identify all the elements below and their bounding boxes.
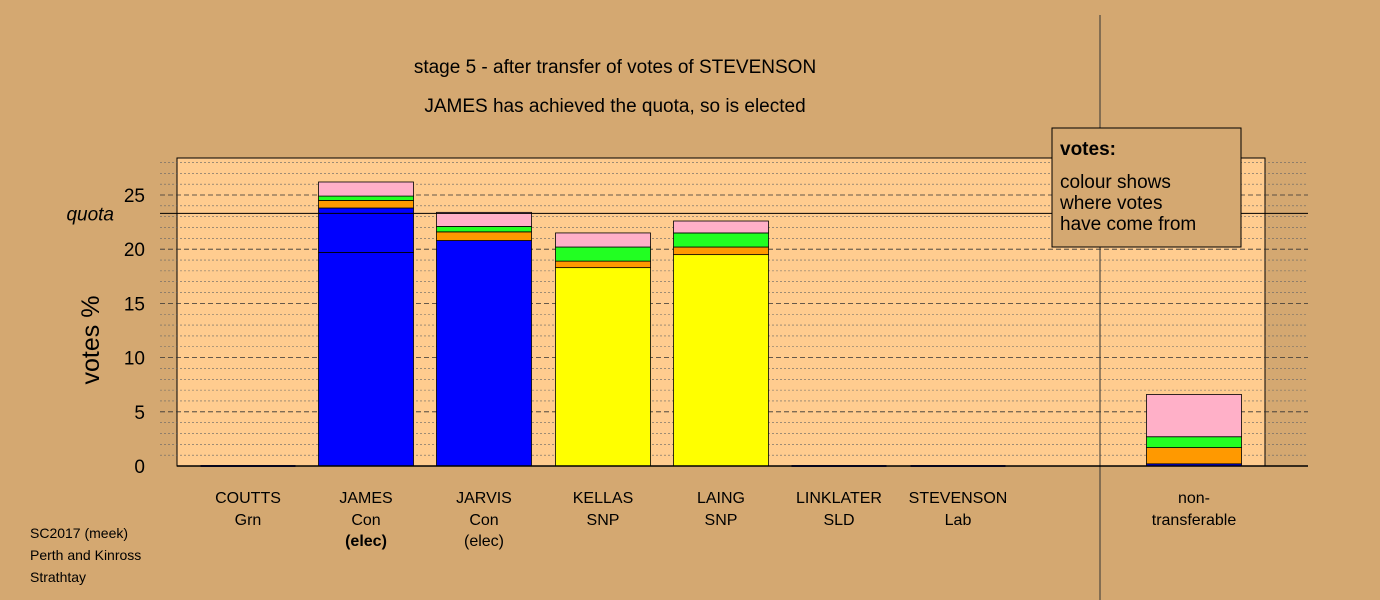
y-axis-ticks: 0 5 10 15 20 25 (124, 186, 145, 478)
legend-box (1051, 127, 1242, 248)
x-label-name: non- (1178, 490, 1210, 507)
y-tick-label: 5 (134, 403, 145, 424)
y-tick-label: 10 (124, 349, 145, 370)
legend-title: votes: (1060, 139, 1116, 160)
bar-segment (436, 231, 532, 241)
x-label-status: (elec) (345, 533, 387, 550)
x-label-name: LINKLATER (796, 490, 882, 507)
legend-line-2: where votes (1059, 193, 1162, 214)
bars (200, 181, 1242, 467)
bar-segment (673, 254, 769, 467)
x-label-party: Lab (945, 512, 972, 529)
source-council: Perth and Kinross (30, 547, 142, 563)
x-label-name: JAMES (339, 490, 392, 507)
bar-segment (673, 220, 769, 234)
legend-line-1: colour shows (1060, 172, 1171, 193)
x-label-party: Grn (235, 512, 262, 529)
bar-segment (318, 207, 414, 253)
x-axis-labels: COUTTS Grn JAMES Con (elec) JARVIS Con (elec) KE… (215, 490, 1236, 550)
source-info: SC2017 (meek) Perth and Kinross Strathta… (30, 522, 141, 588)
legend-line-3: have come from (1060, 214, 1196, 235)
x-label-name: JARVIS (456, 490, 512, 507)
bar-segment (555, 246, 651, 262)
bar-segment (555, 232, 651, 248)
source-election: SC2017 (meek) (30, 525, 129, 541)
bar-segment (318, 200, 414, 209)
source-ward: Strathtay (30, 569, 87, 585)
bar-segment (673, 232, 769, 248)
bar-segment (436, 211, 532, 227)
x-label-name: COUTTS (215, 490, 281, 507)
x-label-party: Con (469, 512, 498, 529)
chart-title: stage 5 - after transfer of votes of STE… (414, 57, 816, 78)
x-label-name: STEVENSON (909, 490, 1008, 507)
bar-segment (673, 246, 769, 256)
y-tick-label: 15 (124, 294, 145, 315)
bar-segment (1146, 436, 1242, 448)
bar-segment (436, 226, 532, 233)
bar-segment (318, 181, 414, 197)
bar-segment (318, 195, 414, 201)
x-label-party: Con (351, 512, 380, 529)
bar-segment (436, 240, 532, 467)
bar-segment (555, 267, 651, 467)
y-axis-label: votes % (77, 296, 105, 385)
y-tick-label: 0 (134, 457, 145, 478)
x-label-party: SNP (705, 512, 738, 529)
bar-segment (1146, 394, 1242, 438)
chart-subtitle: JAMES has achieved the quota, so is elec… (424, 96, 805, 117)
bar-segment (555, 260, 651, 269)
y-tick-label: 25 (124, 186, 145, 207)
bar-segment (1146, 447, 1242, 465)
x-label-status: (elec) (464, 533, 504, 550)
x-label-party: SLD (823, 512, 854, 529)
legend: votes: colour shows where votes have com… (1051, 127, 1242, 248)
x-label-party: SNP (587, 512, 620, 529)
y-tick-label: 20 (124, 240, 145, 261)
bar-segment (318, 252, 414, 467)
x-label-name: KELLAS (573, 490, 633, 507)
x-label-name: LAING (697, 490, 745, 507)
x-label-party: transferable (1152, 512, 1237, 529)
quota-label: quota (66, 204, 114, 225)
